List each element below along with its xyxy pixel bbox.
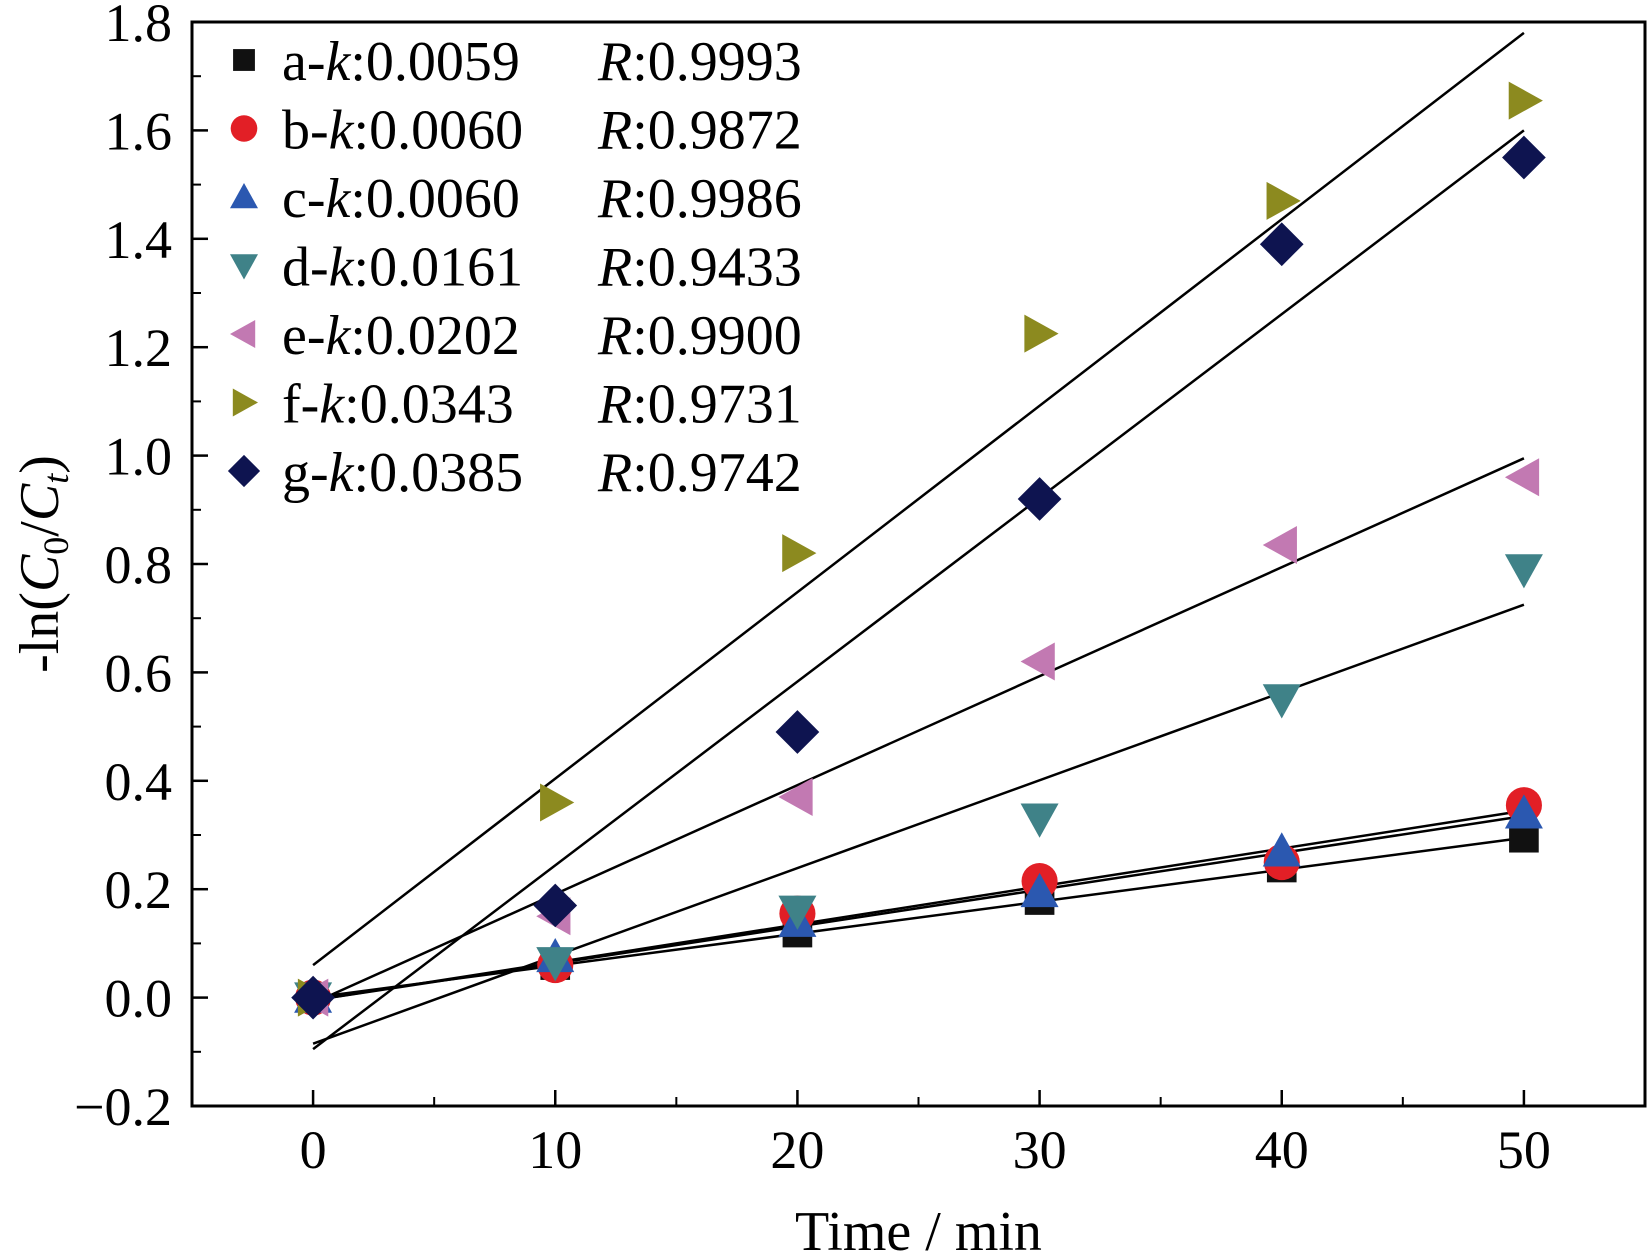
point-d <box>1504 554 1543 589</box>
legend-label-a: a-k:0.0059 R:0.9993 <box>282 31 802 93</box>
point-e <box>1504 458 1540 497</box>
fit-line-e <box>312 457 1525 1005</box>
y-tick-label: 0.6 <box>105 643 173 703</box>
point-g <box>1259 222 1304 267</box>
x-tick-label: 20 <box>770 1120 824 1180</box>
legend-label-e: e-k:0.0202 R:0.9900 <box>282 305 802 367</box>
fit-line-d <box>312 603 1525 1045</box>
point-d <box>1020 803 1059 838</box>
legend-marker-g <box>227 454 261 488</box>
legend-label-f: f-k:0.0343 R:0.9731 <box>282 374 802 436</box>
legend-label-d: d-k:0.0161 R:0.9433 <box>282 237 802 299</box>
point-c <box>1020 872 1059 908</box>
point-e <box>1020 642 1055 681</box>
point-f <box>782 534 817 573</box>
point-e <box>778 778 813 817</box>
y-tick-label: 1.4 <box>105 210 173 270</box>
point-g <box>1017 477 1062 521</box>
legend-marker-e <box>230 320 256 348</box>
y-tick-label: −0.2 <box>74 1077 172 1137</box>
point-f <box>540 783 575 822</box>
x-tick-label: 10 <box>528 1120 582 1180</box>
point-c <box>1504 794 1543 829</box>
y-tick-label: 1.0 <box>105 427 173 487</box>
point-f <box>1508 81 1543 120</box>
point-d <box>1262 684 1301 719</box>
point-f <box>1266 181 1301 220</box>
y-axis: −0.2 0.0 0.2 0.4 0.6 0.8 1.0 1.2 1.4 1.6 1.8 <box>74 0 208 1137</box>
y-tick-label: 0.4 <box>105 752 173 812</box>
point-d <box>778 895 817 930</box>
point-e <box>1262 526 1297 565</box>
legend-marker-c <box>230 183 258 209</box>
legend-label-b: b-k:0.0060 R:0.9872 <box>282 100 802 162</box>
x-axis-title: Time / min <box>795 1201 1042 1254</box>
y-tick-label: 1.2 <box>105 318 173 378</box>
data-markers <box>291 81 1546 1020</box>
y-tick-label: 0.2 <box>105 860 173 920</box>
x-tick-label: 50 <box>1497 1120 1551 1180</box>
x-axis: 0 10 20 30 40 50 <box>300 1090 1551 1180</box>
y-tick-label: 0.0 <box>105 969 173 1029</box>
y-tick-label: 1.8 <box>105 0 173 53</box>
legend-marker-a <box>233 49 255 71</box>
point-g <box>533 883 578 928</box>
legend-label-c: c-k:0.0060 R:0.9986 <box>282 168 802 230</box>
point-g <box>775 710 820 754</box>
fit-line-g <box>312 129 1525 1051</box>
point-d <box>536 947 575 982</box>
legend: a-k:0.0059 R:0.9993 b-k:0.0060 R:0.9872c-k:… <box>227 31 802 504</box>
legend-marker-f <box>232 388 258 417</box>
point-g <box>1502 135 1546 180</box>
fit-lines <box>312 31 1525 1051</box>
y-tick-label: 1.6 <box>105 101 173 161</box>
legend-marker-b <box>230 115 258 142</box>
fit-line-c <box>312 814 1525 1002</box>
x-tick-label: 40 <box>1255 1120 1309 1180</box>
x-tick-label: 30 <box>1013 1120 1067 1180</box>
point-f <box>1024 314 1059 353</box>
fit-line-f <box>312 31 1525 967</box>
point-c <box>1262 832 1301 867</box>
legend-marker-d <box>230 254 258 280</box>
point-g <box>291 975 335 1020</box>
y-tick-label: 0.8 <box>105 535 173 595</box>
y-axis-title: -ln(C0/Ct) <box>9 455 76 673</box>
legend-label-g: g-k:0.0385 R:0.9742 <box>282 442 802 504</box>
x-tick-label: 0 <box>300 1120 327 1180</box>
